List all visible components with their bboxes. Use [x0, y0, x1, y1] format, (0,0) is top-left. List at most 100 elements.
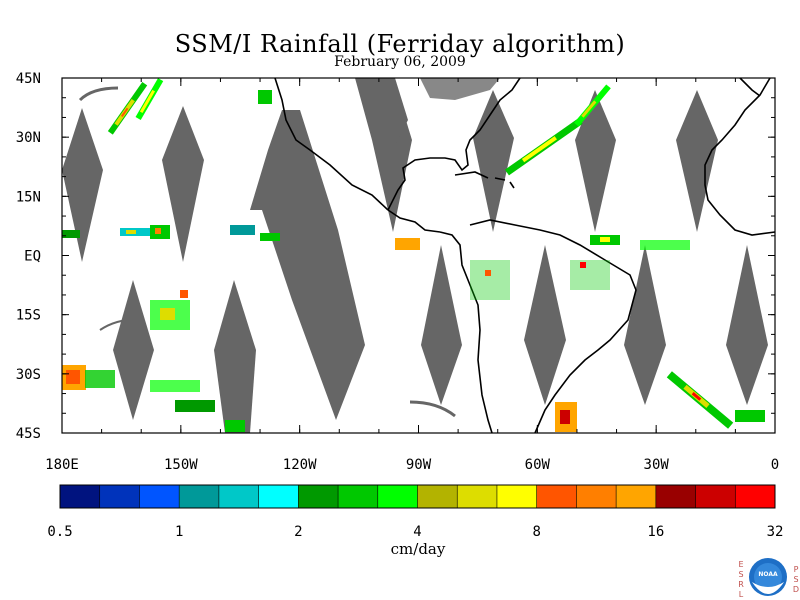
- colorbar-swatch: [139, 485, 180, 508]
- rain-patch: [640, 240, 690, 250]
- no-data-swath: [421, 245, 462, 405]
- lon-label: 30W: [644, 457, 670, 473]
- lat-label: 45N: [16, 71, 41, 87]
- colorbar-swatch: [735, 485, 776, 508]
- no-data-arc: [78, 86, 119, 102]
- coastline-south-america-east: [469, 219, 637, 434]
- lon-label: 0: [771, 457, 779, 473]
- lon-label: 60W: [525, 457, 551, 473]
- logo-letter: L: [739, 590, 744, 599]
- rain-patch: [485, 270, 491, 276]
- rain-patch: [126, 230, 136, 234]
- no-data-swath-large: [250, 110, 365, 420]
- colorbar: 0.5 1 2 4 8 16 32: [47, 484, 784, 540]
- map-title: SSM/I Rainfall (Ferriday algorithm): [174, 30, 626, 58]
- coastline-gulf: [387, 77, 521, 211]
- lat-label: 15S: [16, 308, 41, 324]
- colorbar-tick-label: 32: [767, 524, 784, 540]
- rain-patch: [160, 308, 175, 320]
- colorbar-swatch: [496, 485, 538, 508]
- colorbar-swatch: [417, 485, 458, 508]
- colorbar-swatch: [457, 485, 498, 508]
- colorbar-swatch: [338, 485, 379, 508]
- rain-patch: [470, 260, 510, 300]
- colorbar-tick-label: 16: [647, 524, 664, 540]
- lon-label: 150W: [164, 457, 198, 473]
- coastline-iberia: [739, 77, 761, 97]
- no-data-swath: [575, 90, 616, 232]
- caribbean-islands: [454, 171, 515, 189]
- no-data-swath: [524, 245, 566, 405]
- colorbar-swatch: [99, 485, 140, 508]
- rainfall-patches: [62, 78, 765, 432]
- no-data-swath: [62, 108, 103, 262]
- colorbar-swatch: [60, 485, 101, 508]
- rain-patch: [395, 238, 420, 250]
- rain-patch: [570, 260, 610, 290]
- colorbar-swatch: [616, 485, 657, 508]
- map-panel: [61, 77, 776, 434]
- colorbar-swatch: [576, 485, 617, 508]
- colorbar-swatch: [536, 485, 577, 508]
- rain-patch: [150, 380, 200, 392]
- rain-patch: [62, 230, 80, 238]
- coastline-south-america: [439, 231, 493, 434]
- logo-letter: S: [738, 570, 743, 579]
- coastline-africa: [704, 77, 776, 236]
- rain-patch: [260, 233, 280, 241]
- logo-letter: R: [738, 580, 744, 589]
- lat-label: 30N: [16, 130, 41, 146]
- rain-patch: [230, 225, 255, 235]
- colorbar-swatch: [655, 485, 697, 508]
- colorbar-tick-label: 2: [294, 524, 302, 540]
- map-background: [62, 78, 775, 433]
- rain-patch: [735, 410, 765, 422]
- colorbar-units: cm/day: [391, 540, 446, 558]
- coastlines: [274, 77, 776, 434]
- logo-letter: S: [793, 575, 798, 584]
- rain-patch-heavy: [560, 410, 570, 424]
- logo-letter: P: [794, 565, 799, 574]
- rain-band-north-pacific: [135, 78, 164, 121]
- lat-label: 15N: [16, 189, 41, 205]
- rain-patch: [175, 400, 215, 412]
- no-data-swath-top: [355, 78, 408, 145]
- coastline-central-america: [387, 209, 441, 233]
- colorbar-swatch: [218, 485, 260, 508]
- no-data-swath: [726, 245, 768, 405]
- no-data-swath: [113, 280, 154, 420]
- colorbar-tick-label: 4: [413, 524, 421, 540]
- no-data-swath: [214, 280, 256, 433]
- colorbar-swatch: [695, 485, 736, 508]
- colorbar-swatch: [298, 485, 339, 508]
- lat-label: 45S: [16, 426, 41, 442]
- no-data-arc: [99, 319, 131, 331]
- logo-text: NOAA: [758, 571, 778, 578]
- coastline-north-america-west: [274, 77, 389, 211]
- colorbar-tick-label: 8: [532, 524, 540, 540]
- rain-patch: [180, 290, 188, 298]
- logo-letter: E: [738, 560, 743, 569]
- lat-label: 30S: [16, 367, 41, 383]
- colorbar-tick-label: 0.5: [47, 524, 72, 540]
- rain-band-nw-pacific: [107, 81, 148, 135]
- colorbar-tick-label: 1: [175, 524, 183, 540]
- no-data-patch: [420, 78, 500, 100]
- latitude-axis: 45N 30N 15N EQ 15S 30S 45S: [16, 71, 775, 442]
- no-data-swath: [624, 245, 666, 405]
- rain-patch: [580, 262, 586, 268]
- rain-patch-heavy: [66, 370, 80, 384]
- no-data-swath: [162, 106, 204, 262]
- map-subtitle: February 06, 2009: [334, 54, 466, 70]
- rain-band-atlantic: [574, 84, 611, 127]
- lon-label: 180E: [45, 457, 79, 473]
- lat-label: EQ: [24, 249, 41, 265]
- rain-band-south-atlantic: [666, 371, 734, 429]
- colorbar-swatch: [377, 485, 418, 508]
- lon-label: 90W: [406, 457, 432, 473]
- rain-patch: [225, 420, 245, 432]
- lon-label: 120W: [283, 457, 317, 473]
